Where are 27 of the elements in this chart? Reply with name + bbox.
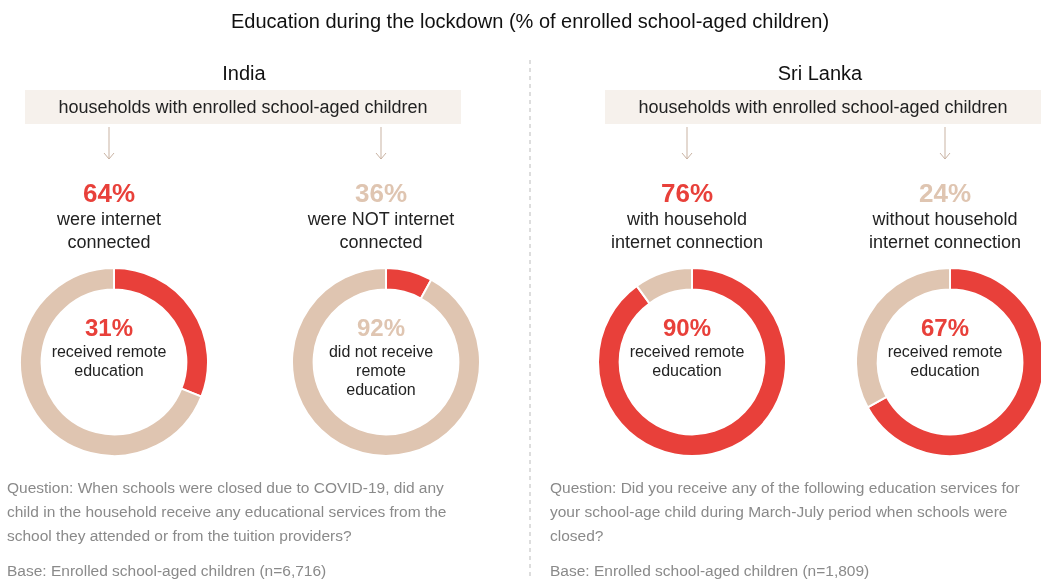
slice-label: received remote education xyxy=(50,342,168,380)
data-label: 92% xyxy=(355,314,406,342)
chart-title: 64% xyxy=(81,178,136,209)
data-label: 90% xyxy=(661,314,712,342)
text: Question: Did you receive any of the following education services for your school-age child during March-July period when schools were closed? xyxy=(550,478,1020,546)
text: Education during the lockdown (% of enrolled school-aged children) xyxy=(229,10,831,33)
chart-title: 36% xyxy=(353,178,408,209)
chart-subtitle: with household internet connection xyxy=(609,208,765,254)
chart-subtitle: were internet connected xyxy=(55,208,163,254)
text: Question: When schools were closed due to COVID-19, did any child in the household receive any educational services from the school they attended or from the tuition providers? xyxy=(7,478,448,546)
chart-title: 76% xyxy=(659,178,714,209)
slice-label: received remote education xyxy=(628,342,746,380)
slice-label: received remote education xyxy=(886,342,1004,380)
data-label: 31% xyxy=(83,314,134,342)
data-label: 67% xyxy=(919,314,970,342)
text: households with enrolled school-aged children xyxy=(25,90,461,124)
text: households with enrolled school-aged children xyxy=(605,90,1041,124)
chart-subtitle: were NOT internet connected xyxy=(306,208,456,254)
chart-subtitle: without household internet connection xyxy=(867,208,1023,254)
chart-title: 24% xyxy=(917,178,972,209)
donut-slice xyxy=(291,267,481,457)
slice-label: did not receive remote education xyxy=(327,342,435,399)
text: Sri Lanka xyxy=(776,62,864,85)
donut-slice xyxy=(597,267,787,457)
text: Base: Enrolled school-aged children (n=1,809) xyxy=(550,561,871,579)
text: Base: Enrolled school-aged children (n=6,716) xyxy=(7,561,328,579)
text: India xyxy=(221,62,267,85)
